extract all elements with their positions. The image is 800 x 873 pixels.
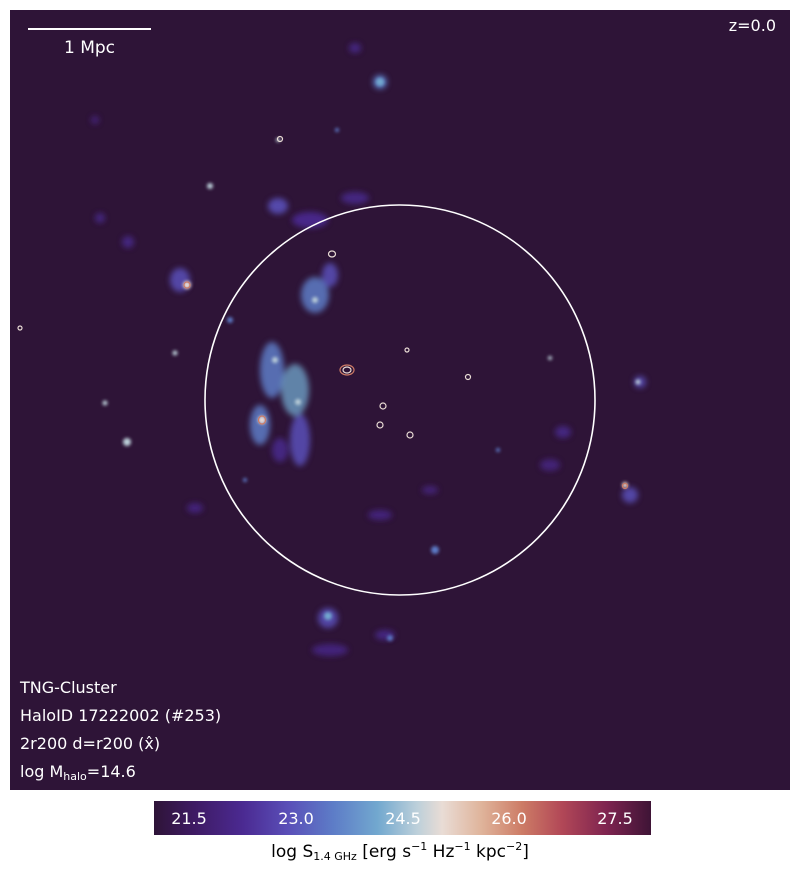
emission-knots	[102, 78, 641, 641]
radio-emission-map	[10, 10, 790, 790]
redshift-label: z=0.0	[728, 16, 776, 35]
halo-id: HaloID 17222002 (#253)	[20, 706, 222, 725]
halo-mass: log Mhalo=14.6	[20, 762, 136, 783]
halo-info: TNG-Cluster HaloID 17222002 (#253) 2r200…	[20, 674, 221, 791]
colorbar-tick: 26.0	[491, 809, 527, 828]
colorbar: 21.5 23.0 24.5 26.0 27.5	[154, 801, 651, 835]
colorbar-label: log S1.4 GHz [erg s−1 Hz−1 kpc−2]	[271, 840, 529, 863]
colorbar-tick: 24.5	[385, 809, 421, 828]
projection-info: 2r200 d=r200 (x̂)	[20, 734, 161, 753]
emission-field	[91, 43, 646, 656]
colorbar-tick: 21.5	[171, 809, 207, 828]
colorbar-tick: 23.0	[278, 809, 314, 828]
colorbar-tick: 27.5	[597, 809, 633, 828]
emission-contours	[17, 135, 629, 490]
r200-circle	[204, 204, 596, 596]
simulation-name: TNG-Cluster	[20, 678, 117, 697]
scalebar-label: 1 Mpc	[63, 38, 116, 58]
scalebar	[28, 28, 151, 30]
map-background	[10, 10, 790, 790]
